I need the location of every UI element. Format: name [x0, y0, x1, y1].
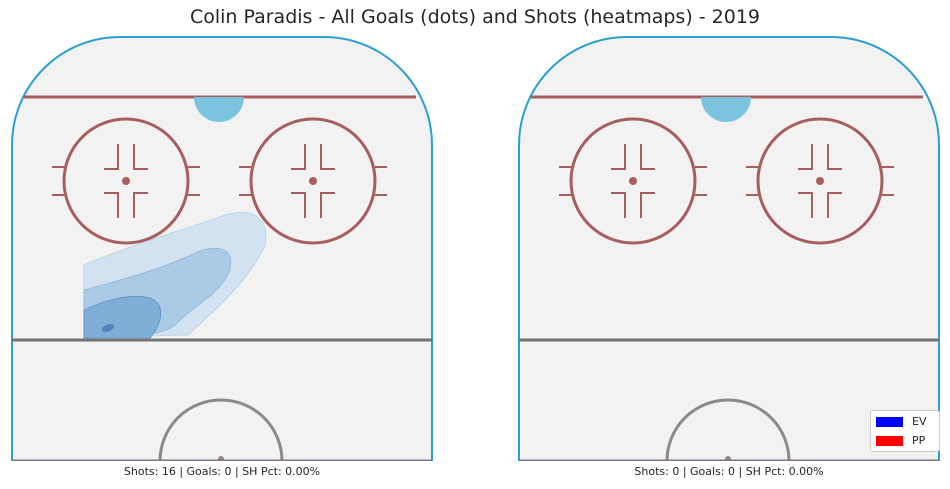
legend-item-ev: EV — [871, 413, 939, 430]
goal-crease — [194, 97, 244, 122]
left-panel-caption: Shots: 16 | Goals: 0 | SH Pct: 0.00% — [123, 465, 321, 478]
legend-label-pp: PP — [912, 434, 926, 447]
chart-title: Colin Paradis - All Goals (dots) and Sho… — [189, 6, 761, 28]
legend-label-ev: EV — [912, 415, 927, 428]
shot-heatmap — [83, 212, 267, 339]
rink-surface — [518, 36, 940, 461]
right-panel-caption: Shots: 0 | Goals: 0 | SH Pct: 0.00% — [634, 465, 824, 478]
legend-swatch-ev — [876, 416, 903, 427]
legend-swatch-pp — [876, 435, 903, 446]
faceoff-circle-right — [239, 117, 387, 245]
legend: EV PP — [870, 410, 940, 452]
center-circle — [665, 398, 791, 461]
center-circle — [158, 398, 284, 461]
heat-level-4 — [101, 324, 115, 332]
faceoff-circle-left — [559, 117, 707, 245]
faceoff-circle-right — [746, 117, 894, 245]
rink-left — [11, 36, 433, 461]
rink-right — [518, 36, 940, 461]
faceoff-circle-left — [52, 117, 200, 245]
legend-item-pp: PP — [871, 432, 939, 449]
goal-crease — [701, 97, 751, 122]
